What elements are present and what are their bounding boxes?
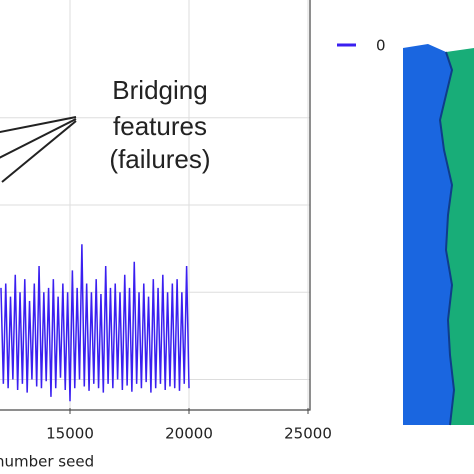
x-axis-label: number seed — [0, 453, 94, 471]
data-line — [0, 244, 190, 402]
plot-frame — [0, 0, 311, 411]
x-tick-label: 15000 — [46, 425, 94, 443]
annotation: features — [113, 111, 207, 141]
x-tick-label: 20000 — [165, 425, 213, 443]
legend-label: 0 — [376, 37, 386, 55]
x-tick-label: 25000 — [284, 425, 332, 443]
surface-edge — [438, 51, 456, 426]
annotation: (failures) — [109, 144, 210, 174]
surface-green — [440, 48, 474, 425]
annotation: Bridging — [112, 75, 207, 105]
surface-blue — [403, 44, 454, 425]
annotation-arrow — [0, 118, 77, 159]
annotation-arrow — [1, 120, 77, 183]
annotation-arrow — [0, 116, 77, 134]
